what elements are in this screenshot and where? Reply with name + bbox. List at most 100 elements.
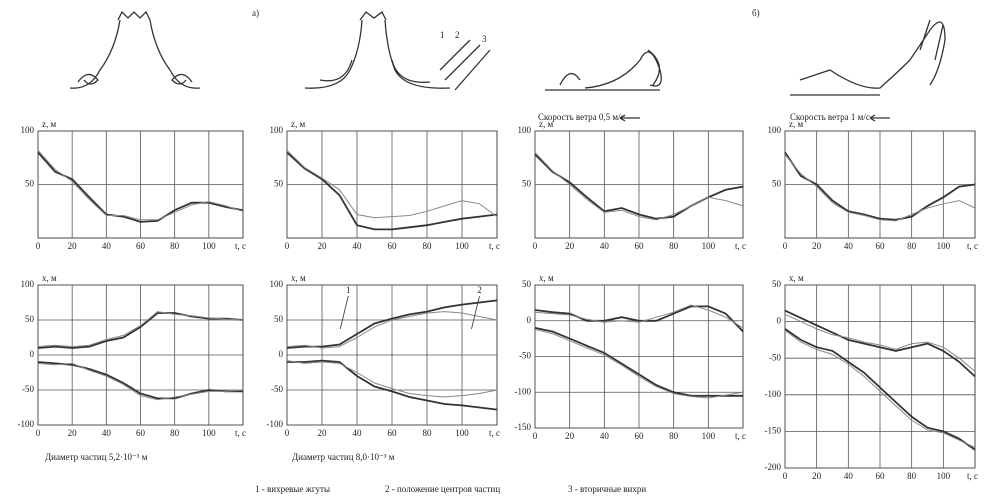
x-tick-label: 20	[68, 428, 78, 438]
x-tick-label: 0	[533, 241, 538, 251]
y-tick-label: -50	[22, 384, 34, 394]
wind-arrow	[619, 114, 890, 122]
y-tick-label: 50	[772, 179, 782, 189]
x-tick-label: 60	[876, 471, 886, 481]
x-tick-label: 20	[812, 471, 822, 481]
data-line	[286, 360, 498, 398]
sketch	[545, 49, 662, 91]
data-line	[37, 311, 244, 348]
y-tick-label: -150	[765, 425, 782, 435]
y-tick-label: -100	[267, 419, 284, 429]
x-tick-label: 20	[318, 428, 328, 438]
y-tick-label: 50	[25, 179, 35, 189]
y-tick-label: 100	[518, 125, 532, 135]
y-tick-label: 100	[768, 125, 782, 135]
data-line	[784, 313, 976, 372]
y-tick-label: -100	[515, 386, 532, 396]
x-axis-label: t, с	[235, 428, 246, 438]
data-line	[286, 149, 498, 219]
data-line	[534, 328, 744, 399]
y-tick-label: 50	[274, 179, 284, 189]
x-tick-label: 60	[388, 428, 398, 438]
x-tick-label: 100	[702, 431, 716, 441]
wind-label: Скорость ветра 1 м/с	[790, 112, 870, 122]
x-tick-label: 0	[36, 428, 41, 438]
x-tick-label: 40	[102, 241, 112, 251]
x-tick-label: 80	[669, 241, 679, 251]
x-tick-label: 80	[423, 428, 433, 438]
y-tick-label: 50	[522, 179, 532, 189]
data-line	[784, 154, 976, 222]
x-tick-label: 0	[285, 428, 290, 438]
x-tick-label: 40	[844, 241, 854, 251]
y-tick-label: 0	[777, 316, 782, 326]
data-line	[784, 151, 976, 221]
sketch-label: 2	[455, 30, 460, 40]
x-tick-label: 20	[68, 241, 78, 251]
data-line	[37, 312, 244, 349]
y-tick-label: 50	[274, 314, 284, 324]
panel-label: а)	[252, 8, 259, 18]
data-line	[287, 359, 498, 411]
x-tick-label: 40	[353, 241, 363, 251]
y-tick-label: -100	[18, 419, 35, 429]
y-tick-label: -150	[515, 422, 532, 432]
y-tick-label: 50	[522, 279, 532, 289]
data-line	[37, 151, 244, 223]
legend-item: 1 - вихревые жгуты	[255, 484, 330, 494]
y-tick-label: 0	[527, 315, 532, 325]
x-tick-label: 80	[669, 431, 679, 441]
x-tick-label: 60	[876, 241, 886, 251]
y-tick-label: 0	[279, 349, 284, 359]
x-axis-label: t, с	[235, 241, 246, 251]
x-tick-label: 60	[635, 241, 645, 251]
x-tick-label: 100	[202, 428, 216, 438]
y-tick-label: 0	[30, 349, 35, 359]
x-tick-label: 100	[455, 241, 469, 251]
data-line	[286, 311, 498, 349]
x-tick-label: 60	[136, 241, 146, 251]
y-tick-label: -200	[765, 462, 782, 472]
y-axis-label: x, м	[291, 273, 306, 283]
x-tick-label: 0	[533, 431, 538, 441]
diameter-label: Диаметр частиц 5,2·10⁻³ м	[45, 452, 148, 462]
sketch	[790, 19, 946, 96]
y-axis-label: x, м	[789, 273, 804, 283]
y-tick-label: 100	[21, 125, 35, 135]
x-tick-label: 0	[783, 241, 788, 251]
y-tick-label: 100	[270, 279, 284, 289]
x-tick-label: 40	[600, 431, 610, 441]
x-tick-label: 80	[170, 428, 180, 438]
x-tick-label: 60	[388, 241, 398, 251]
y-tick-label: 100	[270, 125, 284, 135]
sketch-label: 3	[482, 34, 487, 44]
x-tick-label: 80	[170, 241, 180, 251]
data-line	[37, 361, 243, 400]
panel-label: б)	[752, 8, 760, 18]
data-line	[37, 362, 244, 401]
diameter-label: Диаметр частиц 8,0·10⁻³ м	[292, 452, 395, 462]
x-tick-label: 0	[285, 241, 290, 251]
x-tick-label: 100	[455, 428, 469, 438]
x-tick-label: 80	[907, 471, 917, 481]
annotation-leader	[339, 295, 349, 330]
x-axis-label: t, с	[489, 428, 500, 438]
x-axis-label: t, с	[735, 241, 746, 251]
y-tick-label: 50	[772, 279, 782, 289]
y-tick-label: -100	[765, 389, 782, 399]
legend-item: 2 - положение центров частиц	[385, 484, 500, 494]
data-line	[534, 304, 744, 329]
x-tick-label: 20	[812, 241, 822, 251]
x-tick-label: 20	[318, 241, 328, 251]
sketches	[69, 10, 946, 122]
x-tick-label: 80	[907, 241, 917, 251]
y-axis-label: z, м	[42, 119, 56, 129]
y-tick-label: -50	[519, 351, 531, 361]
x-tick-label: 20	[565, 241, 575, 251]
x-tick-label: 40	[353, 428, 363, 438]
x-tick-label: 80	[423, 241, 433, 251]
annotation: 1	[346, 285, 351, 295]
y-axis-label: z, м	[789, 119, 803, 129]
